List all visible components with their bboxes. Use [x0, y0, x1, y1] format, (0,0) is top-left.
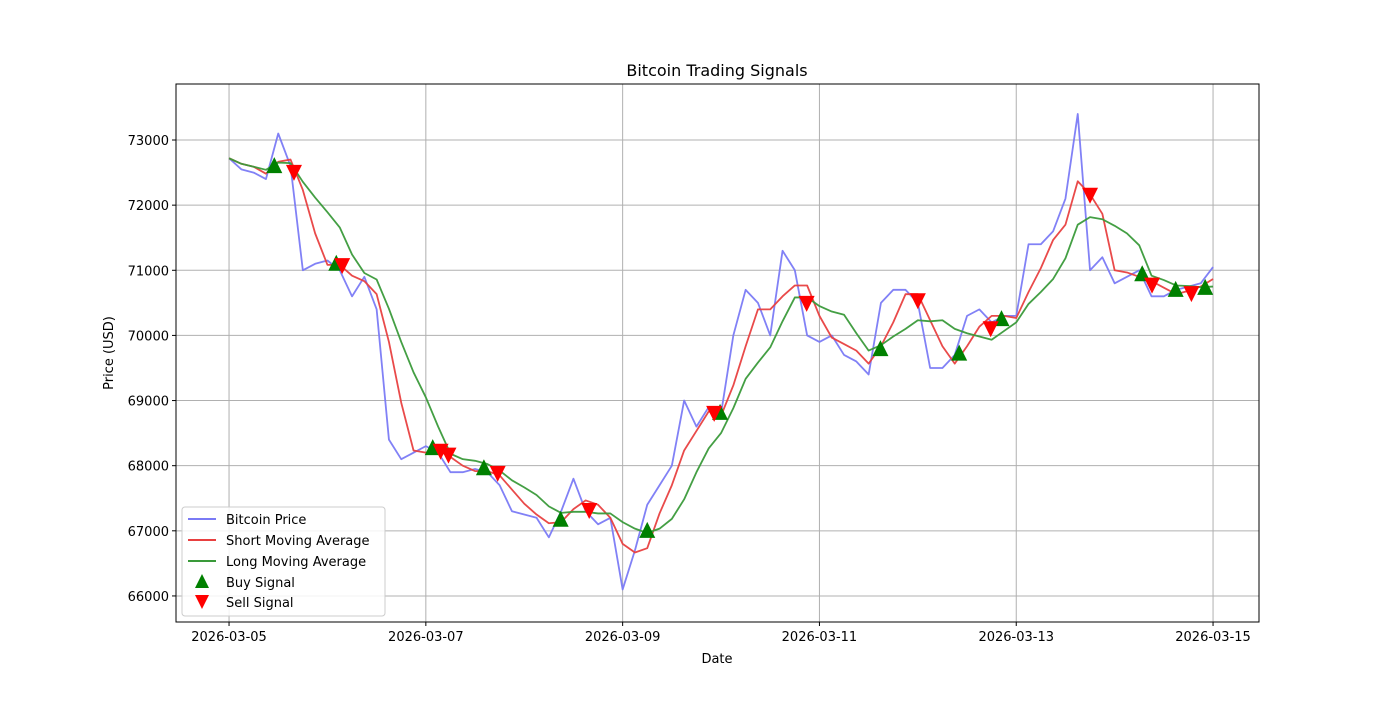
- axis-ticks: 2026-03-05 2026-03-07 2026-03-09 2026-03-11…: [128, 134, 1251, 645]
- buy-signal-marker: [951, 344, 968, 361]
- y-tick-label: 70000: [128, 329, 169, 344]
- sell-signal-marker: [982, 321, 999, 338]
- sell-signal-marker: [285, 164, 302, 181]
- y-tick-label: 67000: [128, 525, 169, 540]
- short-ma-line: [228, 157, 1214, 554]
- x-tick-label: 2026-03-05: [191, 630, 267, 645]
- sell-signal-marker: [909, 293, 926, 310]
- sell-signal-marker: [1082, 187, 1099, 204]
- buy-signal-marker: [266, 157, 283, 174]
- sell-signal-marker: [581, 502, 598, 519]
- chart-title: Bitcoin Trading Signals: [626, 61, 807, 80]
- legend-buy-label: Buy Signal: [226, 576, 295, 591]
- buy-signal-marker: [1197, 278, 1214, 295]
- legend-long-ma-label: Long Moving Average: [226, 555, 366, 570]
- x-tick-label: 2026-03-07: [388, 630, 464, 645]
- sell-signal-marker: [334, 258, 351, 275]
- sell-signal-marker: [1183, 286, 1200, 303]
- x-axis-label: Date: [701, 652, 732, 667]
- sell-signal-marker: [489, 465, 506, 482]
- grid: [176, 84, 1259, 622]
- legend-box: [181, 506, 386, 617]
- legend-buy-icon: [195, 574, 209, 588]
- x-tick-label: 2026-03-15: [1175, 630, 1251, 645]
- sell-signal-marker: [706, 405, 723, 422]
- buy-signal-marker: [475, 459, 492, 476]
- buy-signal-marker: [872, 340, 889, 357]
- legend-sell-icon: [195, 595, 209, 609]
- plot-frame: [175, 83, 1260, 623]
- buy-signal-marker: [552, 510, 569, 527]
- x-tick-label: 2026-03-13: [978, 630, 1054, 645]
- y-tick-label: 66000: [128, 590, 169, 605]
- y-tick-label: 68000: [128, 460, 169, 475]
- signal-markers: [266, 157, 1214, 538]
- sell-signal-marker: [440, 447, 457, 464]
- y-tick-label: 71000: [128, 264, 169, 279]
- sell-signal-marker: [1144, 277, 1161, 294]
- buy-signal-marker: [639, 521, 656, 538]
- legend-price-label: Bitcoin Price: [226, 513, 306, 528]
- y-tick-label: 73000: [128, 134, 169, 149]
- buy-signal-marker: [1167, 280, 1184, 297]
- x-tick-label: 2026-03-09: [585, 630, 661, 645]
- x-tick-label: 2026-03-11: [782, 630, 858, 645]
- sell-signal-marker: [798, 295, 815, 312]
- long-ma-line: [228, 157, 1214, 534]
- y-tick-label: 69000: [128, 395, 169, 410]
- buy-signal-marker: [1134, 265, 1151, 282]
- legend-short-ma-label: Short Moving Average: [226, 534, 370, 549]
- y-axis-label: Price (USD): [102, 316, 117, 390]
- y-tick-label: 72000: [128, 199, 169, 214]
- legend: Bitcoin Price Short Moving Average Long …: [181, 506, 386, 617]
- legend-sell-label: Sell Signal: [226, 596, 294, 611]
